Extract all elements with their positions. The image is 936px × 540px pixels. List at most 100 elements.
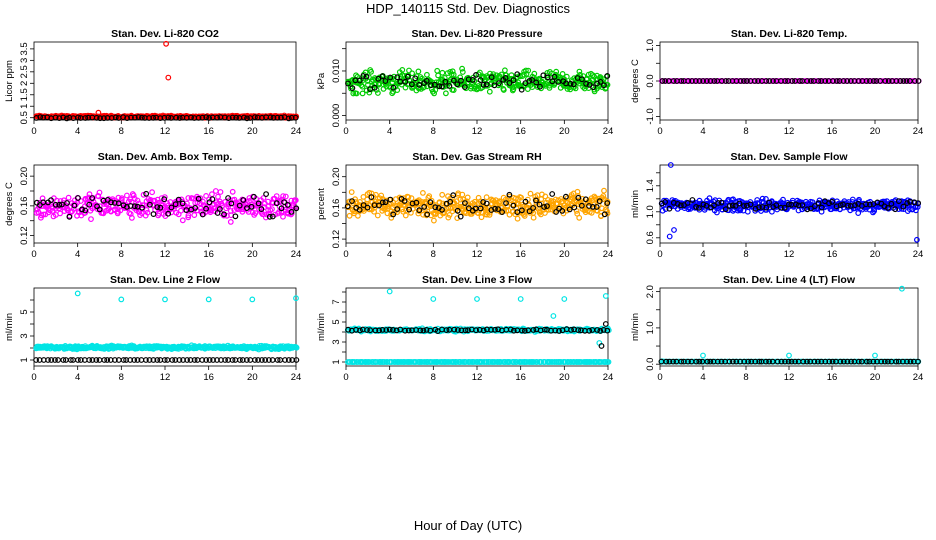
data-point: [513, 74, 520, 80]
x-tick-label: 0: [657, 372, 662, 383]
y-tick-label: 3: [19, 333, 30, 338]
data-point: [373, 191, 379, 198]
y-tick-label: 1.0: [645, 39, 656, 52]
data-point: [542, 193, 549, 200]
data-point: [741, 78, 747, 84]
data-point: [360, 73, 367, 79]
data-point: [503, 200, 509, 207]
x-tick-label: 20: [247, 126, 258, 137]
x-tick-label: 8: [119, 126, 124, 137]
x-tick-label: 4: [75, 372, 80, 383]
chart-title: Stan. Dev. Li-820 Temp.: [731, 28, 847, 40]
x-tick-label: 0: [31, 249, 36, 260]
data-point: [387, 74, 394, 81]
chart-panel: Stan. Dev. Amb. Box Temp. 0 4 8 12 16 20 24 0.12…: [4, 151, 301, 260]
data-point: [96, 357, 103, 363]
x-tick-label: 4: [700, 372, 705, 383]
chart-panel: Stan. Dev. Sample Flow 0 4 8 12 16 20 24 0.6 1.0 1…: [630, 151, 923, 260]
y-axis-label: degrees C: [4, 182, 15, 226]
x-tick-label: 8: [119, 249, 124, 260]
data-point: [100, 115, 107, 122]
x-tick-label: 16: [827, 372, 838, 383]
data-point: [221, 114, 228, 121]
data-point: [808, 78, 814, 84]
data-point: [518, 194, 524, 201]
data-point: [510, 202, 517, 209]
data-point: [840, 78, 847, 84]
data-point-outlier: [550, 313, 557, 319]
data-point: [199, 198, 206, 205]
data-point: [112, 114, 119, 121]
data-point: [179, 217, 186, 224]
data-point: [537, 83, 543, 90]
data-point: [502, 74, 509, 81]
data-point: [439, 69, 446, 76]
data-point: [233, 114, 240, 121]
data-point-outlier: [899, 285, 905, 292]
data-point: [442, 78, 449, 85]
y-axis-label: kPa: [316, 72, 327, 89]
data-point: [567, 80, 574, 87]
data-point: [96, 189, 103, 196]
data-point: [576, 68, 583, 75]
data-point: [379, 199, 386, 206]
data-point: [497, 81, 504, 88]
data-point: [175, 196, 182, 203]
x-tick-label: 8: [431, 126, 436, 137]
x-tick-label: 16: [515, 372, 526, 383]
y-axis-label: ml/min: [630, 313, 641, 341]
data-point: [241, 114, 247, 121]
data-point: [135, 114, 142, 120]
data-point: [737, 78, 744, 84]
data-point: [662, 199, 668, 205]
data-point: [450, 192, 457, 199]
y-tick-label: 1.0: [645, 205, 656, 218]
data-point: [269, 213, 276, 220]
data-series: [33, 188, 299, 225]
data-point: [228, 200, 235, 207]
data-point: [115, 200, 122, 207]
y-tick-label: 5: [331, 319, 342, 324]
data-point: [435, 72, 442, 79]
data-point: [258, 206, 265, 213]
data-point: [454, 81, 461, 88]
data-points: [658, 285, 922, 365]
data-point: [402, 78, 409, 85]
data-point: [56, 201, 63, 208]
data-point: [409, 70, 416, 77]
y-tick-label: 0.16: [19, 197, 30, 216]
data-point: [75, 195, 81, 201]
data-point: [522, 198, 529, 205]
data-point: [533, 197, 539, 204]
data-point: [292, 114, 299, 121]
data-point-outlier: [95, 109, 102, 116]
data-point: [203, 114, 210, 121]
y-tick-label: 1.4: [645, 179, 656, 192]
data-points: [658, 162, 921, 243]
x-tick-label: 24: [291, 249, 302, 260]
data-point: [769, 208, 775, 215]
data-point: [566, 206, 573, 213]
data-point: [197, 205, 204, 212]
data-point: [424, 211, 431, 218]
data-point: [526, 77, 533, 84]
x-tick-label: 4: [700, 126, 705, 137]
data-point: [374, 212, 381, 219]
data-point-outlier: [786, 352, 792, 359]
data-point: [278, 114, 284, 121]
data-point: [900, 78, 907, 84]
data-point: [288, 208, 295, 215]
x-tick-label: 12: [472, 126, 483, 137]
data-point: [833, 78, 840, 84]
data-point: [131, 203, 138, 210]
data-points: [33, 290, 300, 363]
data-series: [345, 187, 611, 224]
chart-title: Stan. Dev. Line 4 (LT) Flow: [723, 274, 856, 286]
data-point: [531, 70, 538, 77]
data-point: [96, 206, 103, 213]
data-point: [263, 191, 270, 198]
data-point: [248, 203, 255, 210]
data-point: [108, 199, 114, 206]
data-point: [150, 114, 157, 121]
data-point: [214, 114, 221, 121]
